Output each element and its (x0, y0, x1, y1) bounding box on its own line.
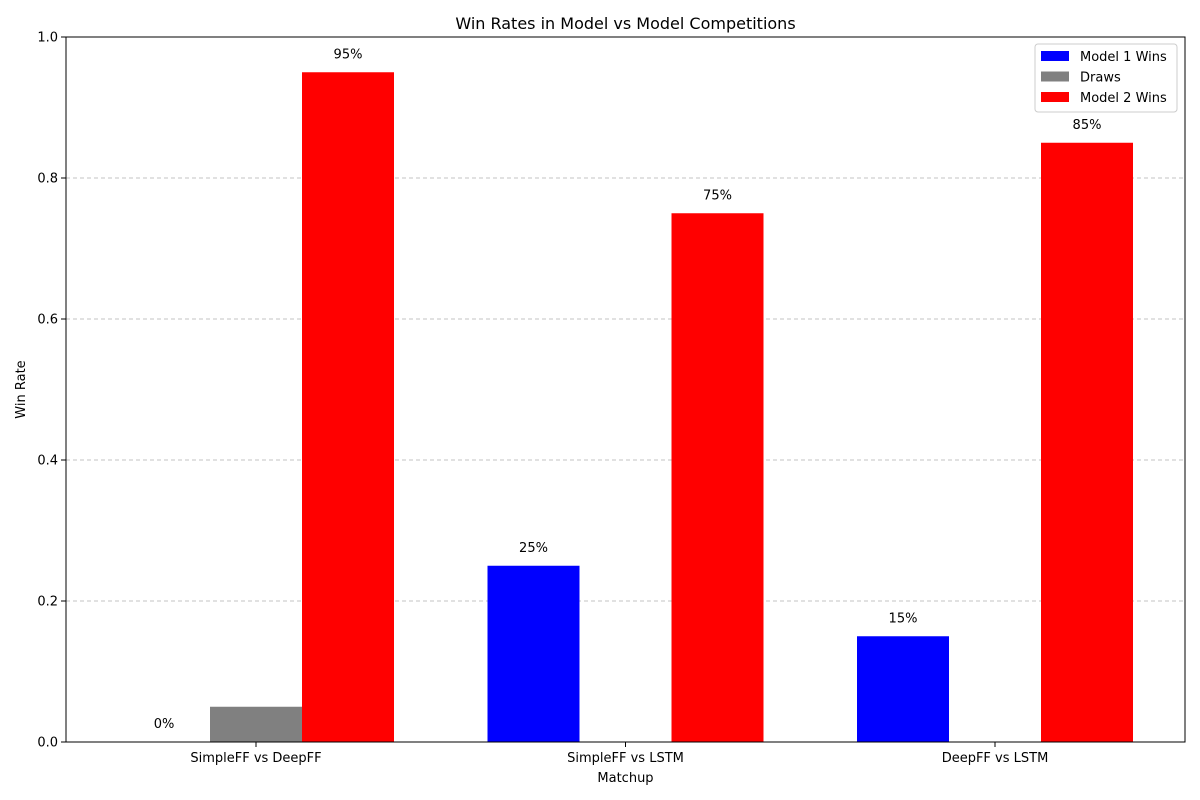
x-axis-label: Matchup (597, 771, 653, 786)
legend-frame (1034, 43, 1178, 113)
legend-swatch (1041, 71, 1069, 82)
y-tick-label: 0.8 (37, 172, 58, 187)
bar[interactable] (210, 706, 302, 742)
x-tick-label: SimpleFF vs LSTM (567, 751, 684, 766)
grid-lines (66, 177, 1185, 602)
x-axis: SimpleFF vs DeepFF SimpleFF vs LSTM DeepFF… (190, 742, 1048, 766)
legend-swatch (1041, 92, 1069, 102)
y-tick-label: 0.4 (37, 454, 58, 469)
data-label: 0% (154, 717, 175, 732)
legend-swatch (1041, 51, 1069, 61)
legend-label: Draws (1080, 71, 1121, 86)
bar[interactable] (671, 213, 764, 742)
data-label: 15% (889, 611, 918, 626)
y-axis-label: Win Rate (14, 360, 29, 418)
data-label: 85% (1073, 118, 1102, 133)
y-axis: 0.0 0.2 0.4 0.6 0.8 1.0 (37, 31, 66, 751)
legend-label: Model 2 Wins (1080, 91, 1167, 106)
bar[interactable] (302, 72, 394, 742)
plot-frame (65, 36, 1186, 743)
bars (210, 72, 1133, 742)
y-tick-label: 0.0 (37, 736, 58, 751)
legend[interactable]: Model 1 Wins Draws Model 2 Wins (1034, 43, 1178, 113)
x-tick-label: SimpleFF vs DeepFF (190, 751, 321, 766)
y-tick-label: 1.0 (37, 31, 58, 46)
legend-label: Model 1 Wins (1080, 50, 1167, 65)
data-label: 95% (334, 47, 363, 62)
data-label: 75% (703, 188, 732, 203)
bar[interactable] (857, 636, 949, 742)
chart-title: Win Rates in Model vs Model Competitions (455, 14, 795, 33)
y-tick-label: 0.6 (37, 313, 58, 328)
data-labels: 0% 25% 15% 95% 75% 85% (154, 47, 1102, 732)
x-tick-label: DeepFF vs LSTM (942, 751, 1049, 766)
bar[interactable] (487, 565, 580, 742)
bar[interactable] (1041, 142, 1133, 742)
data-label: 25% (519, 541, 548, 556)
y-tick-label: 0.2 (37, 595, 58, 610)
